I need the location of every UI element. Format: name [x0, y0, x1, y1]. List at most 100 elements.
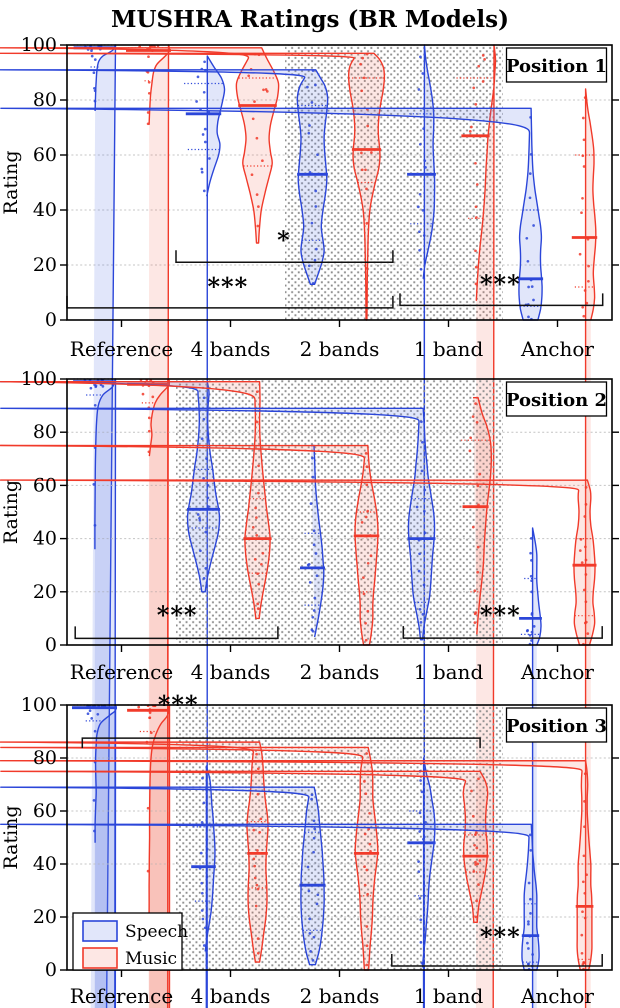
violin-p3-1band-music: [0, 770, 489, 923]
y-tick-label: 60: [33, 474, 57, 496]
category-label: Anchor: [520, 337, 594, 361]
jitter-points: [195, 60, 211, 193]
category-label: 4 bands: [191, 337, 271, 361]
violin-p2-2bands-speech: [300, 444, 325, 638]
y-tick-label: 0: [45, 309, 57, 331]
y-axis-ticks: 0 20 40 60 80 100: [21, 368, 619, 656]
violin-p3-Anchor-speech: [0, 823, 540, 971]
position-label-box: Position 1: [505, 47, 608, 83]
legend-box: [72, 912, 183, 971]
category-label: 2 bands: [300, 337, 380, 361]
violin-p1-2bands-speech: [0, 69, 329, 285]
jitter-points: [416, 55, 427, 271]
jitter-points: [468, 402, 482, 624]
significance-stars: ***: [480, 601, 521, 630]
y-tick-label: 40: [33, 853, 57, 875]
position-label: Position 1: [506, 56, 607, 77]
y-axis-label: Rating: [0, 150, 22, 214]
category-label: 1 band: [414, 337, 484, 361]
category-label: 4 bands: [191, 984, 271, 1008]
violin-p3-2bands-speech: [0, 786, 326, 966]
category-label: Anchor: [520, 984, 594, 1008]
jitter-points: [306, 69, 319, 285]
jitter-points: [196, 396, 210, 580]
jitter-points: [306, 456, 319, 633]
category-label: 1 band: [414, 984, 484, 1008]
significance-stars: ***: [480, 922, 521, 951]
y-axis-ticks: 0 20 40 60 80 100: [21, 694, 619, 981]
violin-p2-1band-music: [461, 396, 492, 635]
legend-label: Speech: [125, 922, 188, 942]
violin-p1-4bands-speech: [184, 55, 226, 1008]
category-label: 1 band: [414, 660, 484, 684]
violin-p2-4bands-music: [0, 381, 272, 620]
significance-bracket: ***: [402, 601, 603, 639]
gridlines: [67, 757, 612, 918]
jitter-points: [578, 486, 590, 646]
violin-p2-1band-speech: [0, 407, 436, 641]
category-label: Reference: [70, 337, 173, 361]
significance-stars: ***: [207, 272, 248, 301]
jitter-points: [359, 52, 373, 297]
x-axis-ticks: Reference 4 bands 2 bands 1 band Anchor: [70, 645, 594, 684]
hatched-region: [176, 379, 503, 645]
x-axis-ticks: Reference 4 bands 2 bands 1 band Anchor: [70, 320, 594, 361]
jitter-points: [468, 54, 486, 286]
y-axis-ticks: 0 20 40 60 80 100: [21, 34, 619, 331]
violin-p1-Reference-speech: [73, 44, 117, 1008]
significance-bracket: ***: [391, 922, 603, 967]
significance-bracket: ***: [399, 269, 604, 307]
violin-p1-2bands-music: [0, 52, 386, 321]
y-axis-label: Rating: [0, 480, 22, 544]
y-tick-label: 40: [33, 528, 57, 550]
legend: Speech Music: [72, 912, 188, 971]
violin-p3-4bands-speech: [191, 765, 216, 1008]
y-tick-label: 100: [21, 34, 57, 56]
position-label: Position 2: [506, 390, 607, 411]
jitter-points: [252, 752, 263, 955]
category-label: 2 bands: [300, 660, 380, 684]
legend-label: Music: [125, 949, 177, 969]
legend-swatch-music: [82, 947, 118, 969]
violin-p3-2bands-music: [0, 746, 380, 971]
significance-bracket: *: [175, 225, 394, 264]
jitter-points: [251, 390, 265, 610]
violin-p3-1band-speech: [407, 757, 436, 1008]
position-label-box: Position 2: [505, 381, 608, 417]
y-axis-label: Rating: [0, 805, 22, 869]
y-tick-label: 20: [33, 906, 57, 928]
legend-swatch-speech: [82, 920, 118, 942]
violin-p1-Anchor-speech: [0, 107, 544, 321]
significance-stars: ***: [157, 601, 198, 630]
jitter-points: [580, 772, 588, 971]
y-tick-label: 0: [45, 634, 57, 656]
hatched-region: [285, 45, 503, 320]
violin-p2-Anchor-speech: [519, 527, 542, 1008]
category-label: Reference: [70, 660, 173, 684]
y-tick-label: 80: [33, 747, 57, 769]
y-tick-label: 0: [45, 959, 57, 981]
chart-title: MUSHRA Ratings (BR Models): [111, 6, 509, 33]
violin-p2-2bands-music: [0, 444, 380, 646]
violin-p3-4bands-music: [0, 741, 269, 963]
position-label: Position 3: [506, 716, 607, 737]
jitter-points: [525, 537, 536, 646]
jitter-points: [578, 96, 590, 318]
y-tick-label: 20: [33, 254, 57, 276]
y-tick-label: 60: [33, 144, 57, 166]
y-tick-label: 100: [21, 368, 57, 390]
category-label: 4 bands: [191, 660, 271, 684]
jitter-points: [417, 769, 427, 965]
y-tick-label: 40: [33, 199, 57, 221]
jitter-points: [524, 116, 535, 321]
y-tick-label: 100: [21, 694, 57, 716]
y-tick-label: 80: [33, 421, 57, 443]
category-label: Anchor: [520, 660, 594, 684]
jitter-points: [363, 752, 372, 967]
x-axis-ticks: Reference 4 bands 2 bands 1 band Anchor: [70, 970, 594, 1008]
y-tick-label: 20: [33, 581, 57, 603]
category-label: Reference: [70, 984, 173, 1008]
